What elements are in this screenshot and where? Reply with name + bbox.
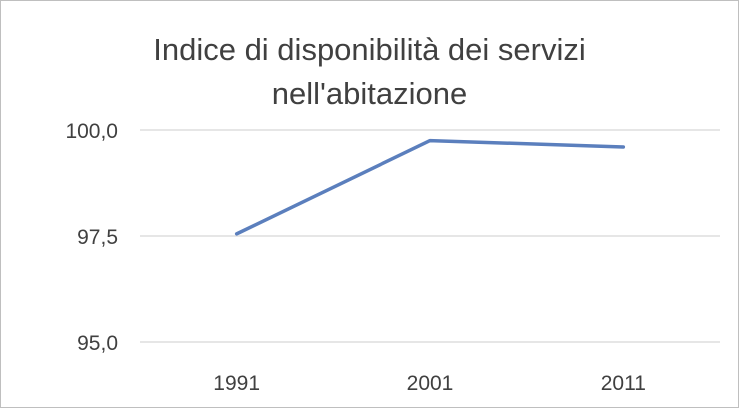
x-tick-label: 2001 — [407, 372, 454, 395]
chart-title-line-2: nell'abitazione — [271, 76, 468, 111]
x-tick-label: 2011 — [601, 372, 646, 395]
y-tick-label: 95,0 — [77, 332, 118, 355]
chart-title-line-1: Indice di disponibilità dei servizi — [153, 32, 586, 67]
x-tick-label: 1991 — [213, 372, 260, 395]
y-tick-label: 97,5 — [77, 226, 118, 249]
chart-title: Indice di disponibilità dei servizi nell… — [0, 28, 739, 116]
y-tick-label: 100,0 — [65, 120, 118, 143]
series-line-0 — [234, 138, 626, 236]
